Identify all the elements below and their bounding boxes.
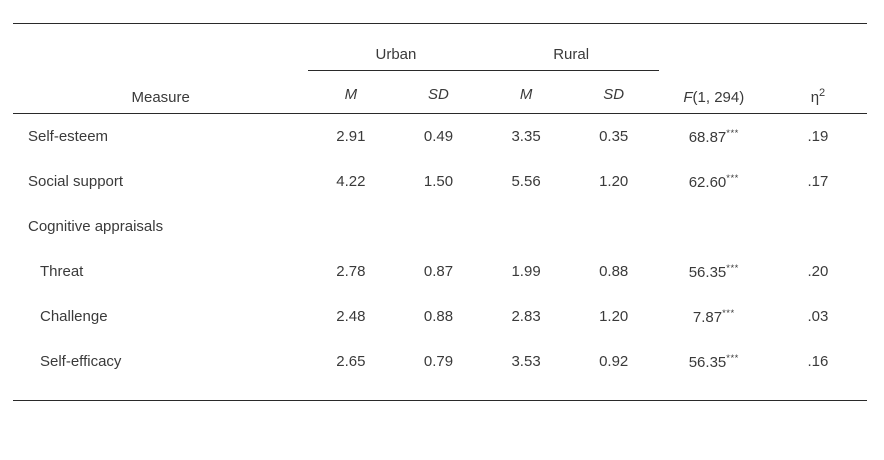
- urban-m-cell: 2.48: [336, 308, 366, 325]
- f-value: 68.87: [688, 128, 727, 146]
- f-value-cell: 56.35***: [659, 249, 769, 294]
- table-row-threat: Threat 2.78 0.87 1.99 0.88 56.35*** .20: [13, 249, 867, 294]
- col-header-urban-sd: SD: [393, 70, 484, 114]
- f-value-cell: [659, 204, 769, 249]
- f-value: 56.35: [688, 263, 727, 281]
- header-row-groups: Measure Urban Rural F(1, 294) η2: [13, 24, 867, 114]
- col-header-urban-mean: M: [308, 70, 394, 114]
- measure-label: Social support: [28, 173, 124, 190]
- statistics-table-container: Measure Urban Rural F(1, 294) η2 M SD M …: [13, 23, 867, 401]
- eta-squared-cell: .19: [807, 128, 829, 145]
- table-row-self-efficacy: Self-efficacy 2.65 0.79 3.53 0.92 56.35*…: [13, 339, 867, 384]
- measure-category-label: Cognitive appraisals: [28, 218, 164, 235]
- eta-squared-cell: .20: [807, 263, 829, 280]
- urban-m-cell: 2.78: [336, 263, 366, 280]
- significance-asterisks: ***: [726, 127, 739, 139]
- eta-exponent: 2: [819, 87, 826, 99]
- rural-m-cell: 1.99: [511, 263, 541, 280]
- eta-squared-cell: .16: [807, 353, 829, 370]
- urban-sd-cell: [393, 204, 483, 249]
- urban-m-cell: 2.65: [336, 353, 366, 370]
- significance-asterisks: ***: [726, 172, 739, 184]
- urban-sd-cell: 0.49: [423, 128, 454, 145]
- f-value-cell: 7.87***: [659, 294, 769, 339]
- measure-sub-label: Self-efficacy: [40, 353, 122, 370]
- rural-m-cell: 3.35: [511, 128, 541, 145]
- urban-sd-cell: 0.87: [423, 263, 454, 280]
- f-value: 7.87: [692, 308, 723, 326]
- eta-squared-cell: .17: [807, 173, 829, 190]
- rural-sd-cell: [569, 204, 659, 249]
- col-group-urban: Urban: [308, 24, 484, 71]
- rural-m-cell: [484, 204, 569, 249]
- measure-sub-label: Threat: [40, 263, 84, 280]
- rural-sd-cell: 1.20: [599, 173, 629, 190]
- f-degrees-of-freedom: (1, 294): [692, 89, 745, 106]
- anova-results-table: Measure Urban Rural F(1, 294) η2 M SD M …: [13, 24, 867, 384]
- significance-asterisks: ***: [726, 352, 739, 364]
- rural-sd-cell: 0.92: [599, 353, 629, 370]
- table-row-challenge: Challenge 2.48 0.88 2.83 1.20 7.87*** .0…: [13, 294, 867, 339]
- col-header-f-statistic: F(1, 294): [658, 24, 769, 114]
- f-value-cell: 56.35***: [659, 339, 769, 384]
- rural-m-cell: 2.83: [511, 308, 541, 325]
- f-symbol: F: [683, 89, 693, 106]
- eta-squared-cell: .03: [807, 308, 829, 325]
- eta-squared-cell: [769, 204, 867, 249]
- rural-sd-cell: 0.35: [599, 128, 629, 145]
- col-header-measure: Measure: [13, 24, 309, 114]
- f-value-cell: 62.60***: [659, 159, 769, 204]
- table-row-cognitive-appraisals: Cognitive appraisals: [13, 204, 867, 249]
- urban-sd-cell: 0.79: [423, 353, 454, 370]
- measure-label: Self-esteem: [28, 128, 109, 145]
- eta-symbol: η: [810, 89, 820, 106]
- f-value-cell: 68.87***: [659, 114, 769, 160]
- urban-sd-cell: 1.50: [423, 173, 454, 190]
- col-header-rural-mean: M: [483, 70, 569, 114]
- urban-m-cell: 4.22: [336, 173, 366, 190]
- f-value: 62.60: [688, 173, 727, 191]
- rural-m-cell: 3.53: [511, 353, 541, 370]
- col-group-rural: Rural: [483, 24, 659, 71]
- urban-sd-cell: 0.88: [423, 308, 454, 325]
- table-row-social-support: Social support 4.22 1.50 5.56 1.20 62.60…: [13, 159, 867, 204]
- col-header-eta-squared: η2: [768, 24, 867, 114]
- measure-sub-label: Challenge: [40, 308, 108, 325]
- table-row-self-esteem: Self-esteem 2.91 0.49 3.35 0.35 68.87***…: [13, 114, 867, 160]
- rural-sd-cell: 1.20: [599, 308, 629, 325]
- col-header-rural-sd: SD: [568, 70, 659, 114]
- significance-asterisks: ***: [726, 262, 739, 274]
- urban-m-cell: [308, 204, 393, 249]
- significance-asterisks: ***: [722, 307, 735, 319]
- rural-m-cell: 5.56: [511, 173, 541, 190]
- header-row-stats: M SD M SD: [13, 70, 867, 114]
- f-value: 56.35: [688, 353, 727, 371]
- rural-sd-cell: 0.88: [599, 263, 629, 280]
- urban-m-cell: 2.91: [336, 128, 366, 145]
